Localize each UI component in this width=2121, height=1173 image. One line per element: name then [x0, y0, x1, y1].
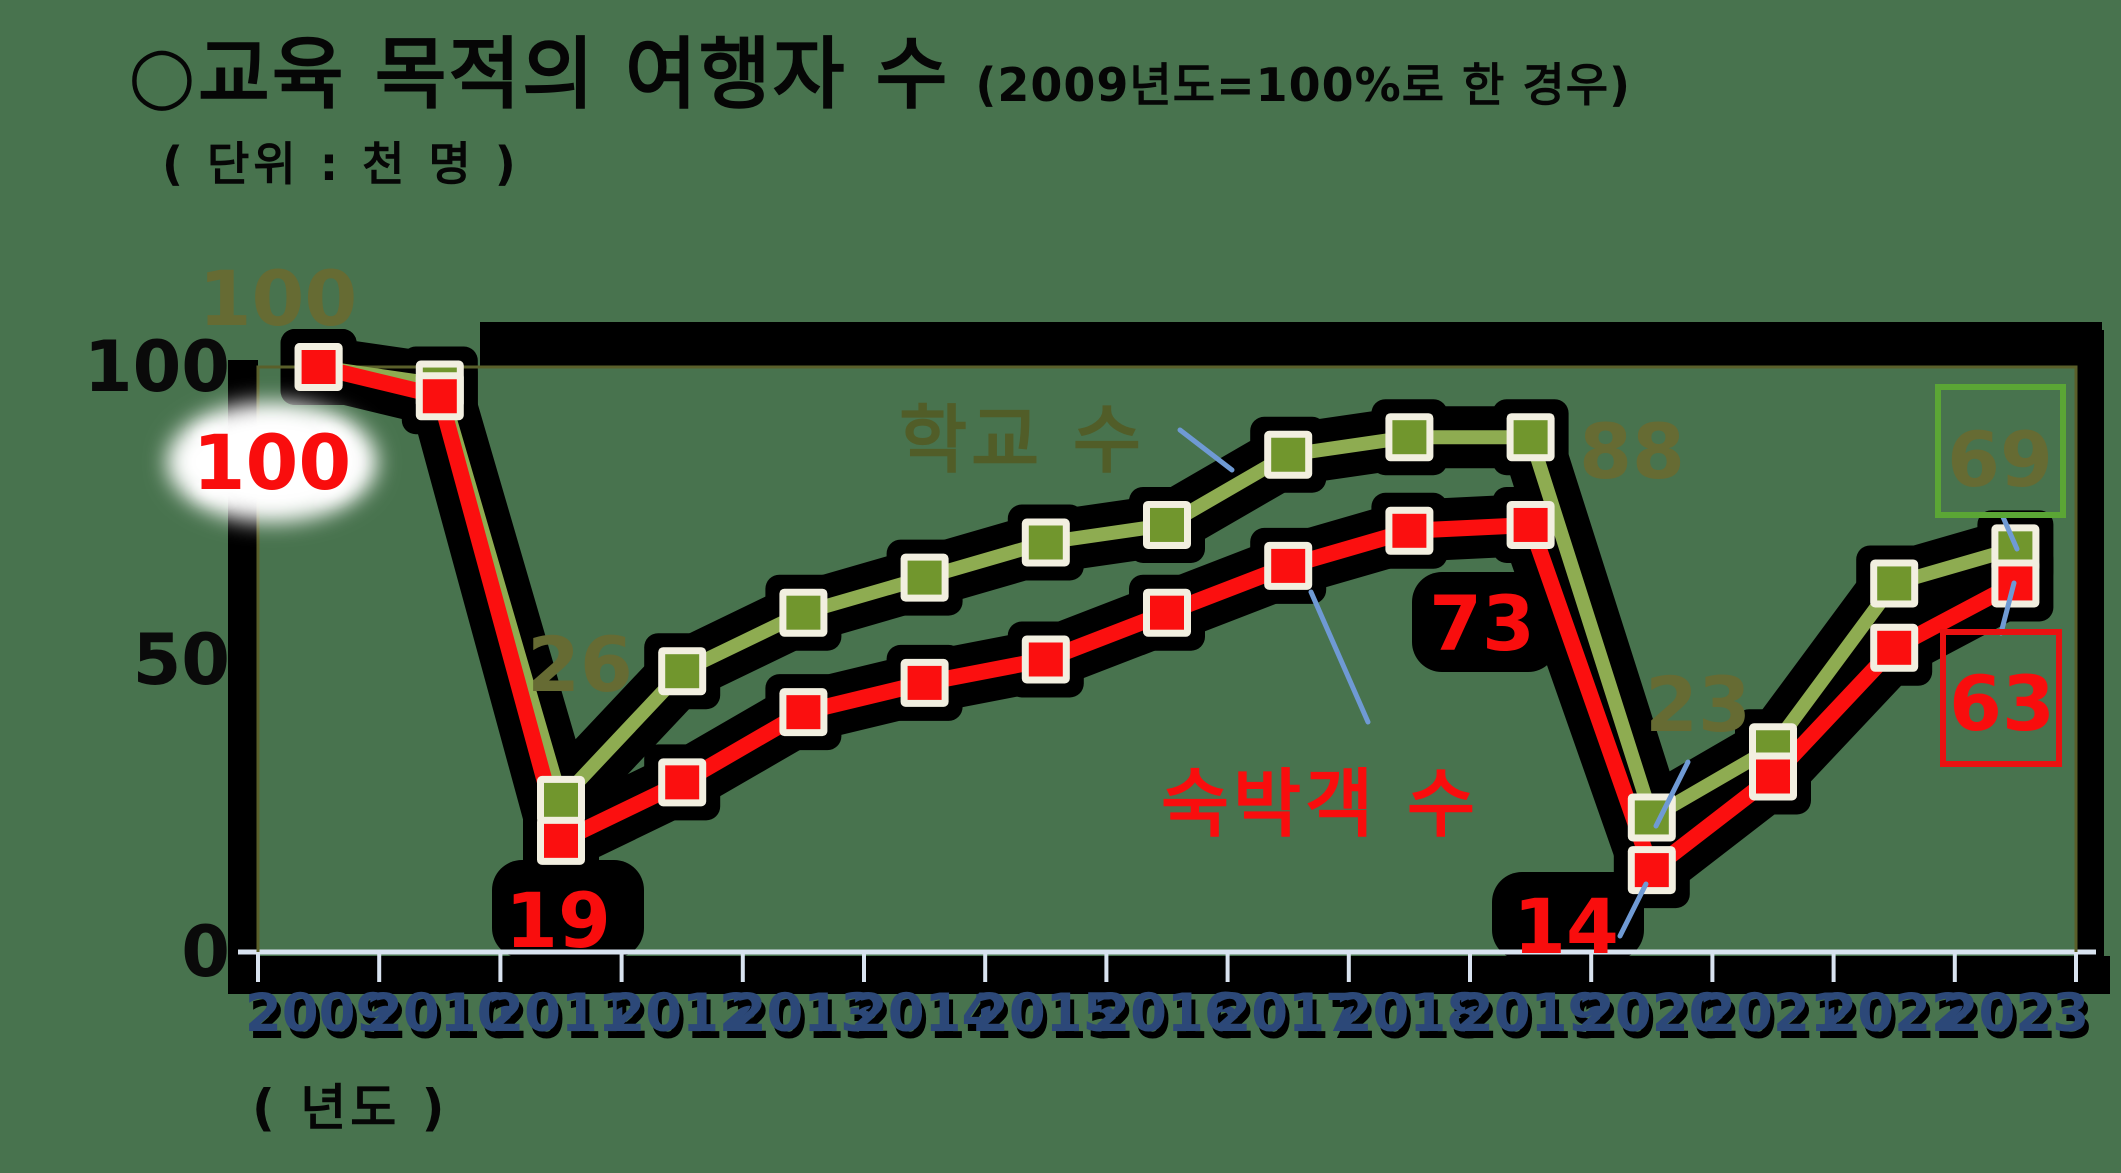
y-tick-label: 0 [181, 911, 230, 993]
y-tick-label: 100 [83, 326, 230, 408]
guest-marker [1877, 630, 1912, 665]
value-label-100-red: 100 [192, 418, 352, 507]
guest-marker [665, 765, 700, 800]
value-label-100-olive: 100 [198, 254, 358, 343]
label-glow [167, 402, 377, 522]
guest-marker [1150, 595, 1184, 630]
school-marker [1271, 437, 1306, 472]
legend-school-label: 학교 수 [898, 397, 1146, 484]
x-tick-label: 2016 [1093, 983, 1241, 1044]
title-subtitle: (2009년도=100%로 한 경우) [975, 58, 1632, 112]
x-tick-label: 2014 [850, 983, 999, 1044]
x-tick-label: 2020 [1578, 983, 1726, 1044]
title-main: ○교육 목적의 여행자 수 [128, 30, 950, 120]
x-tick-label: 2013 [729, 983, 878, 1044]
value-label-73-red: 73 [1429, 579, 1535, 668]
school-marker [665, 654, 700, 689]
value-label-69-olive: 69 [1947, 415, 2053, 504]
guest-marker [1271, 548, 1306, 583]
school-marker [907, 560, 942, 595]
shadow-right-band [2077, 330, 2104, 960]
guest-marker [301, 350, 336, 384]
school-marker [786, 595, 821, 630]
value-label-19-red: 19 [505, 876, 611, 965]
guest-marker [1028, 642, 1063, 677]
guest-marker [907, 665, 942, 700]
value-label-88-olive: 88 [1579, 407, 1685, 496]
guest-marker [1756, 759, 1790, 794]
legend-guest-label: 숙박객 수 [1160, 761, 1480, 848]
highlight-box-63 [1940, 629, 2062, 767]
x-tick-label: 2015 [972, 983, 1120, 1044]
x-tick-label: 2017 [1214, 983, 1362, 1044]
school-marker [544, 782, 578, 817]
school-marker [1392, 420, 1427, 455]
x-axis-caption: ( 년도 ) [252, 1079, 449, 1137]
x-tick-label: 2018 [1335, 983, 1484, 1044]
value-label-63-red: 63 [1949, 659, 2055, 748]
unit-label: ( 단위 : 천 명 ) [162, 137, 520, 191]
callout-line [2000, 514, 2020, 552]
x-tick-label: 2023 [1941, 983, 2090, 1044]
x-tick-label: 2012 [608, 983, 756, 1044]
guest-marker [1392, 513, 1427, 548]
school-marker [1513, 420, 1548, 455]
x-tick-label: 2010 [366, 983, 514, 1044]
x-tick-label: 2009 [244, 983, 393, 1044]
school-marker [1877, 566, 1912, 601]
plot-frame [256, 365, 2078, 952]
guest-marker [1634, 853, 1669, 888]
x-tick-label: 2011 [487, 983, 635, 1044]
x-tick-label: 2019 [1456, 983, 1605, 1044]
shadow-label-73 [1412, 572, 1558, 672]
guest-marker [544, 823, 578, 858]
school-marker [1634, 800, 1669, 835]
callout-line [1617, 881, 1649, 939]
shadow-top-band [480, 322, 2102, 367]
callout-line [1177, 427, 1235, 473]
shadow-label-19 [492, 860, 644, 958]
shadow-bottom-band [228, 956, 2110, 994]
y-tick-label: 50 [132, 618, 230, 701]
school-marker [1028, 525, 1063, 560]
x-tick-label: 2022 [1820, 983, 1968, 1044]
guest-marker [786, 695, 821, 730]
callout-line [1998, 580, 2017, 636]
callout-line [1308, 589, 1371, 725]
guest-marker [422, 379, 457, 414]
shadow-label-14 [1492, 872, 1644, 960]
value-label-14-red: 14 [1513, 882, 1619, 971]
callout-line [1653, 759, 1691, 829]
value-label-23-olive: 23 [1645, 660, 1751, 749]
x-tick-label: 2021 [1699, 983, 1847, 1044]
value-label-26-olive: 26 [527, 620, 633, 709]
highlight-box-69 [1935, 384, 2066, 518]
page-title: ○교육 목적의 여행자 수 (2009년도=100%로 한 경우) [128, 12, 1631, 124]
school-marker [1150, 507, 1184, 542]
guest-marker [1513, 507, 1548, 542]
